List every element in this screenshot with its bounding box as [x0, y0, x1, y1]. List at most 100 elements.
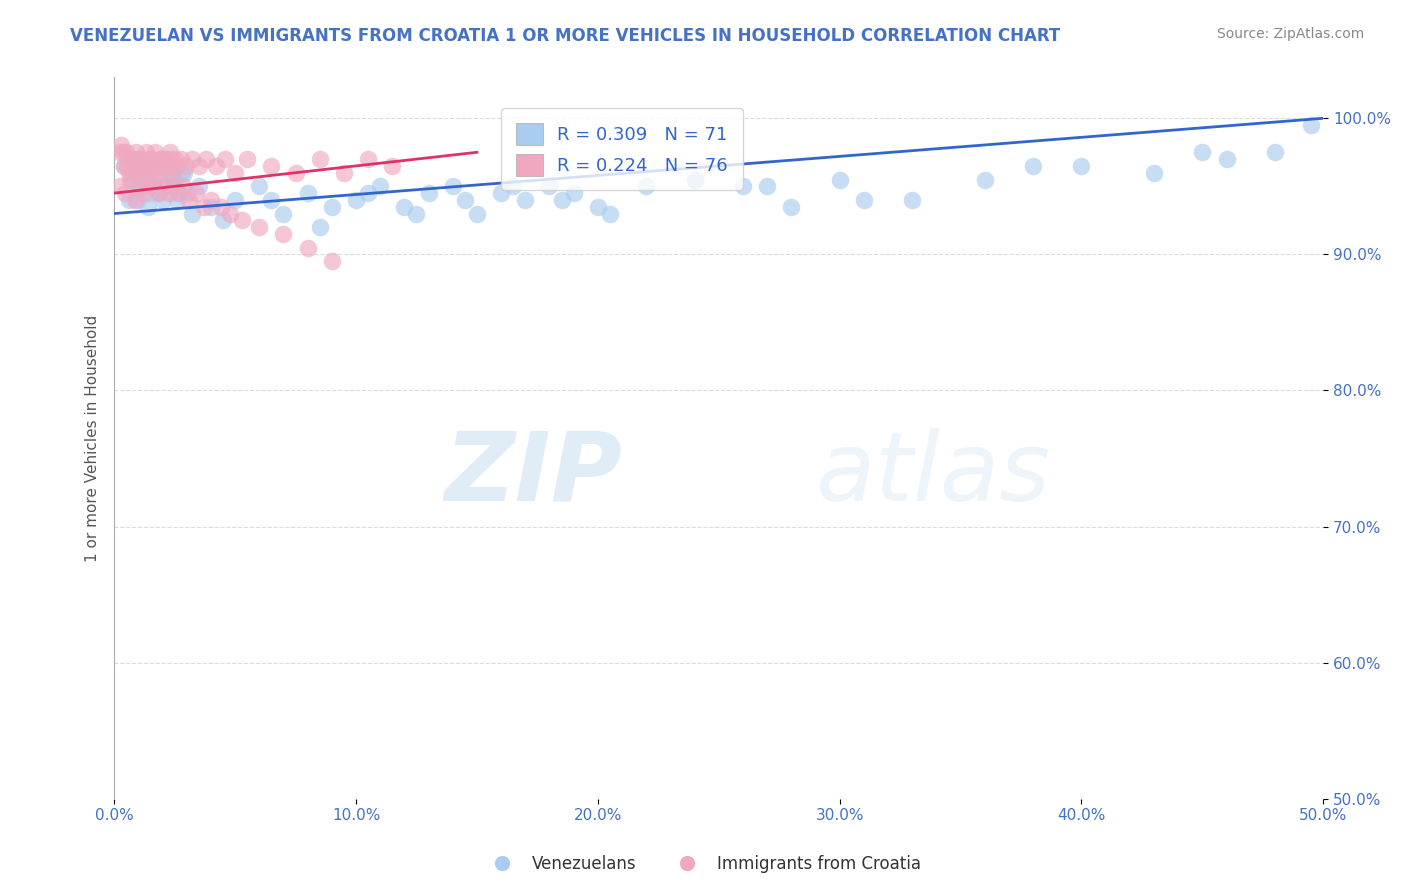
Point: [756, 179, 779, 194]
Point: [973, 172, 995, 186]
Point: [153, 152, 176, 166]
Point: [139, 186, 162, 201]
Point: [219, 206, 242, 220]
Point: [153, 152, 176, 166]
Point: [333, 166, 356, 180]
Point: [139, 152, 162, 166]
Point: [170, 152, 193, 166]
Point: [141, 152, 163, 166]
Point: [146, 166, 169, 180]
Point: [149, 152, 172, 166]
Point: [224, 166, 246, 180]
Point: [180, 206, 202, 220]
Point: [828, 172, 851, 186]
Point: [112, 159, 135, 173]
Point: [1070, 159, 1092, 173]
Point: [212, 213, 235, 227]
Point: [152, 159, 174, 173]
Point: [1215, 152, 1237, 166]
Point: [159, 166, 181, 180]
Point: [586, 200, 609, 214]
Point: [1301, 118, 1323, 132]
Point: [187, 179, 209, 194]
Point: [852, 193, 875, 207]
Point: [163, 172, 186, 186]
Point: [381, 159, 404, 173]
Point: [515, 193, 537, 207]
Point: [308, 220, 330, 235]
Point: [683, 172, 706, 186]
Point: [129, 179, 152, 194]
Point: [146, 186, 169, 201]
Point: [122, 172, 145, 186]
Point: [149, 172, 172, 186]
Point: [122, 159, 145, 173]
Point: [127, 166, 149, 180]
Point: [176, 186, 198, 201]
Point: [155, 159, 177, 173]
Point: [204, 159, 226, 173]
Point: [231, 213, 253, 227]
Point: [124, 193, 146, 207]
Point: [111, 145, 134, 160]
Point: [368, 179, 391, 194]
Point: [120, 152, 142, 166]
Point: [167, 186, 190, 201]
Point: [134, 186, 156, 201]
Point: [321, 200, 343, 214]
Point: [142, 179, 165, 194]
Point: [169, 186, 191, 201]
Text: atlas: atlas: [815, 427, 1050, 521]
Point: [308, 152, 330, 166]
Point: [145, 159, 167, 173]
Point: [143, 172, 166, 186]
Point: [129, 152, 152, 166]
Point: [142, 159, 165, 173]
Point: [179, 193, 201, 207]
Point: [273, 227, 295, 241]
Point: [110, 138, 132, 153]
Point: [550, 193, 572, 207]
Point: [502, 179, 524, 194]
Point: [138, 179, 160, 194]
Point: [200, 200, 222, 214]
Point: [321, 254, 343, 268]
Point: [132, 172, 155, 186]
Point: [187, 159, 209, 173]
Point: [118, 172, 141, 186]
Point: [357, 186, 380, 201]
Point: [108, 145, 131, 160]
Point: [636, 179, 658, 194]
Point: [195, 152, 218, 166]
Point: [148, 186, 170, 201]
Point: [172, 179, 194, 194]
Point: [1191, 145, 1213, 160]
Point: [186, 186, 208, 201]
Legend: R = 0.309   N = 71, R = 0.224   N = 76: R = 0.309 N = 71, R = 0.224 N = 76: [502, 108, 742, 190]
Point: [465, 206, 488, 220]
Point: [159, 145, 181, 160]
Point: [214, 152, 236, 166]
Point: [297, 186, 319, 201]
Point: [260, 193, 283, 207]
Point: [127, 193, 149, 207]
Y-axis label: 1 or more Vehicles in Household: 1 or more Vehicles in Household: [86, 315, 100, 562]
Point: [156, 179, 179, 194]
Point: [143, 159, 166, 173]
Point: [152, 193, 174, 207]
Point: [344, 193, 367, 207]
Point: [125, 152, 148, 166]
Point: [163, 152, 186, 166]
Point: [454, 193, 477, 207]
Point: [136, 166, 159, 180]
Point: [489, 186, 512, 201]
Point: [165, 159, 187, 173]
Point: [157, 186, 180, 201]
Text: Source: ZipAtlas.com: Source: ZipAtlas.com: [1216, 27, 1364, 41]
Point: [683, 172, 706, 186]
Point: [1264, 145, 1286, 160]
Point: [1022, 159, 1045, 173]
Point: [273, 206, 295, 220]
Point: [118, 166, 141, 180]
Point: [118, 193, 141, 207]
